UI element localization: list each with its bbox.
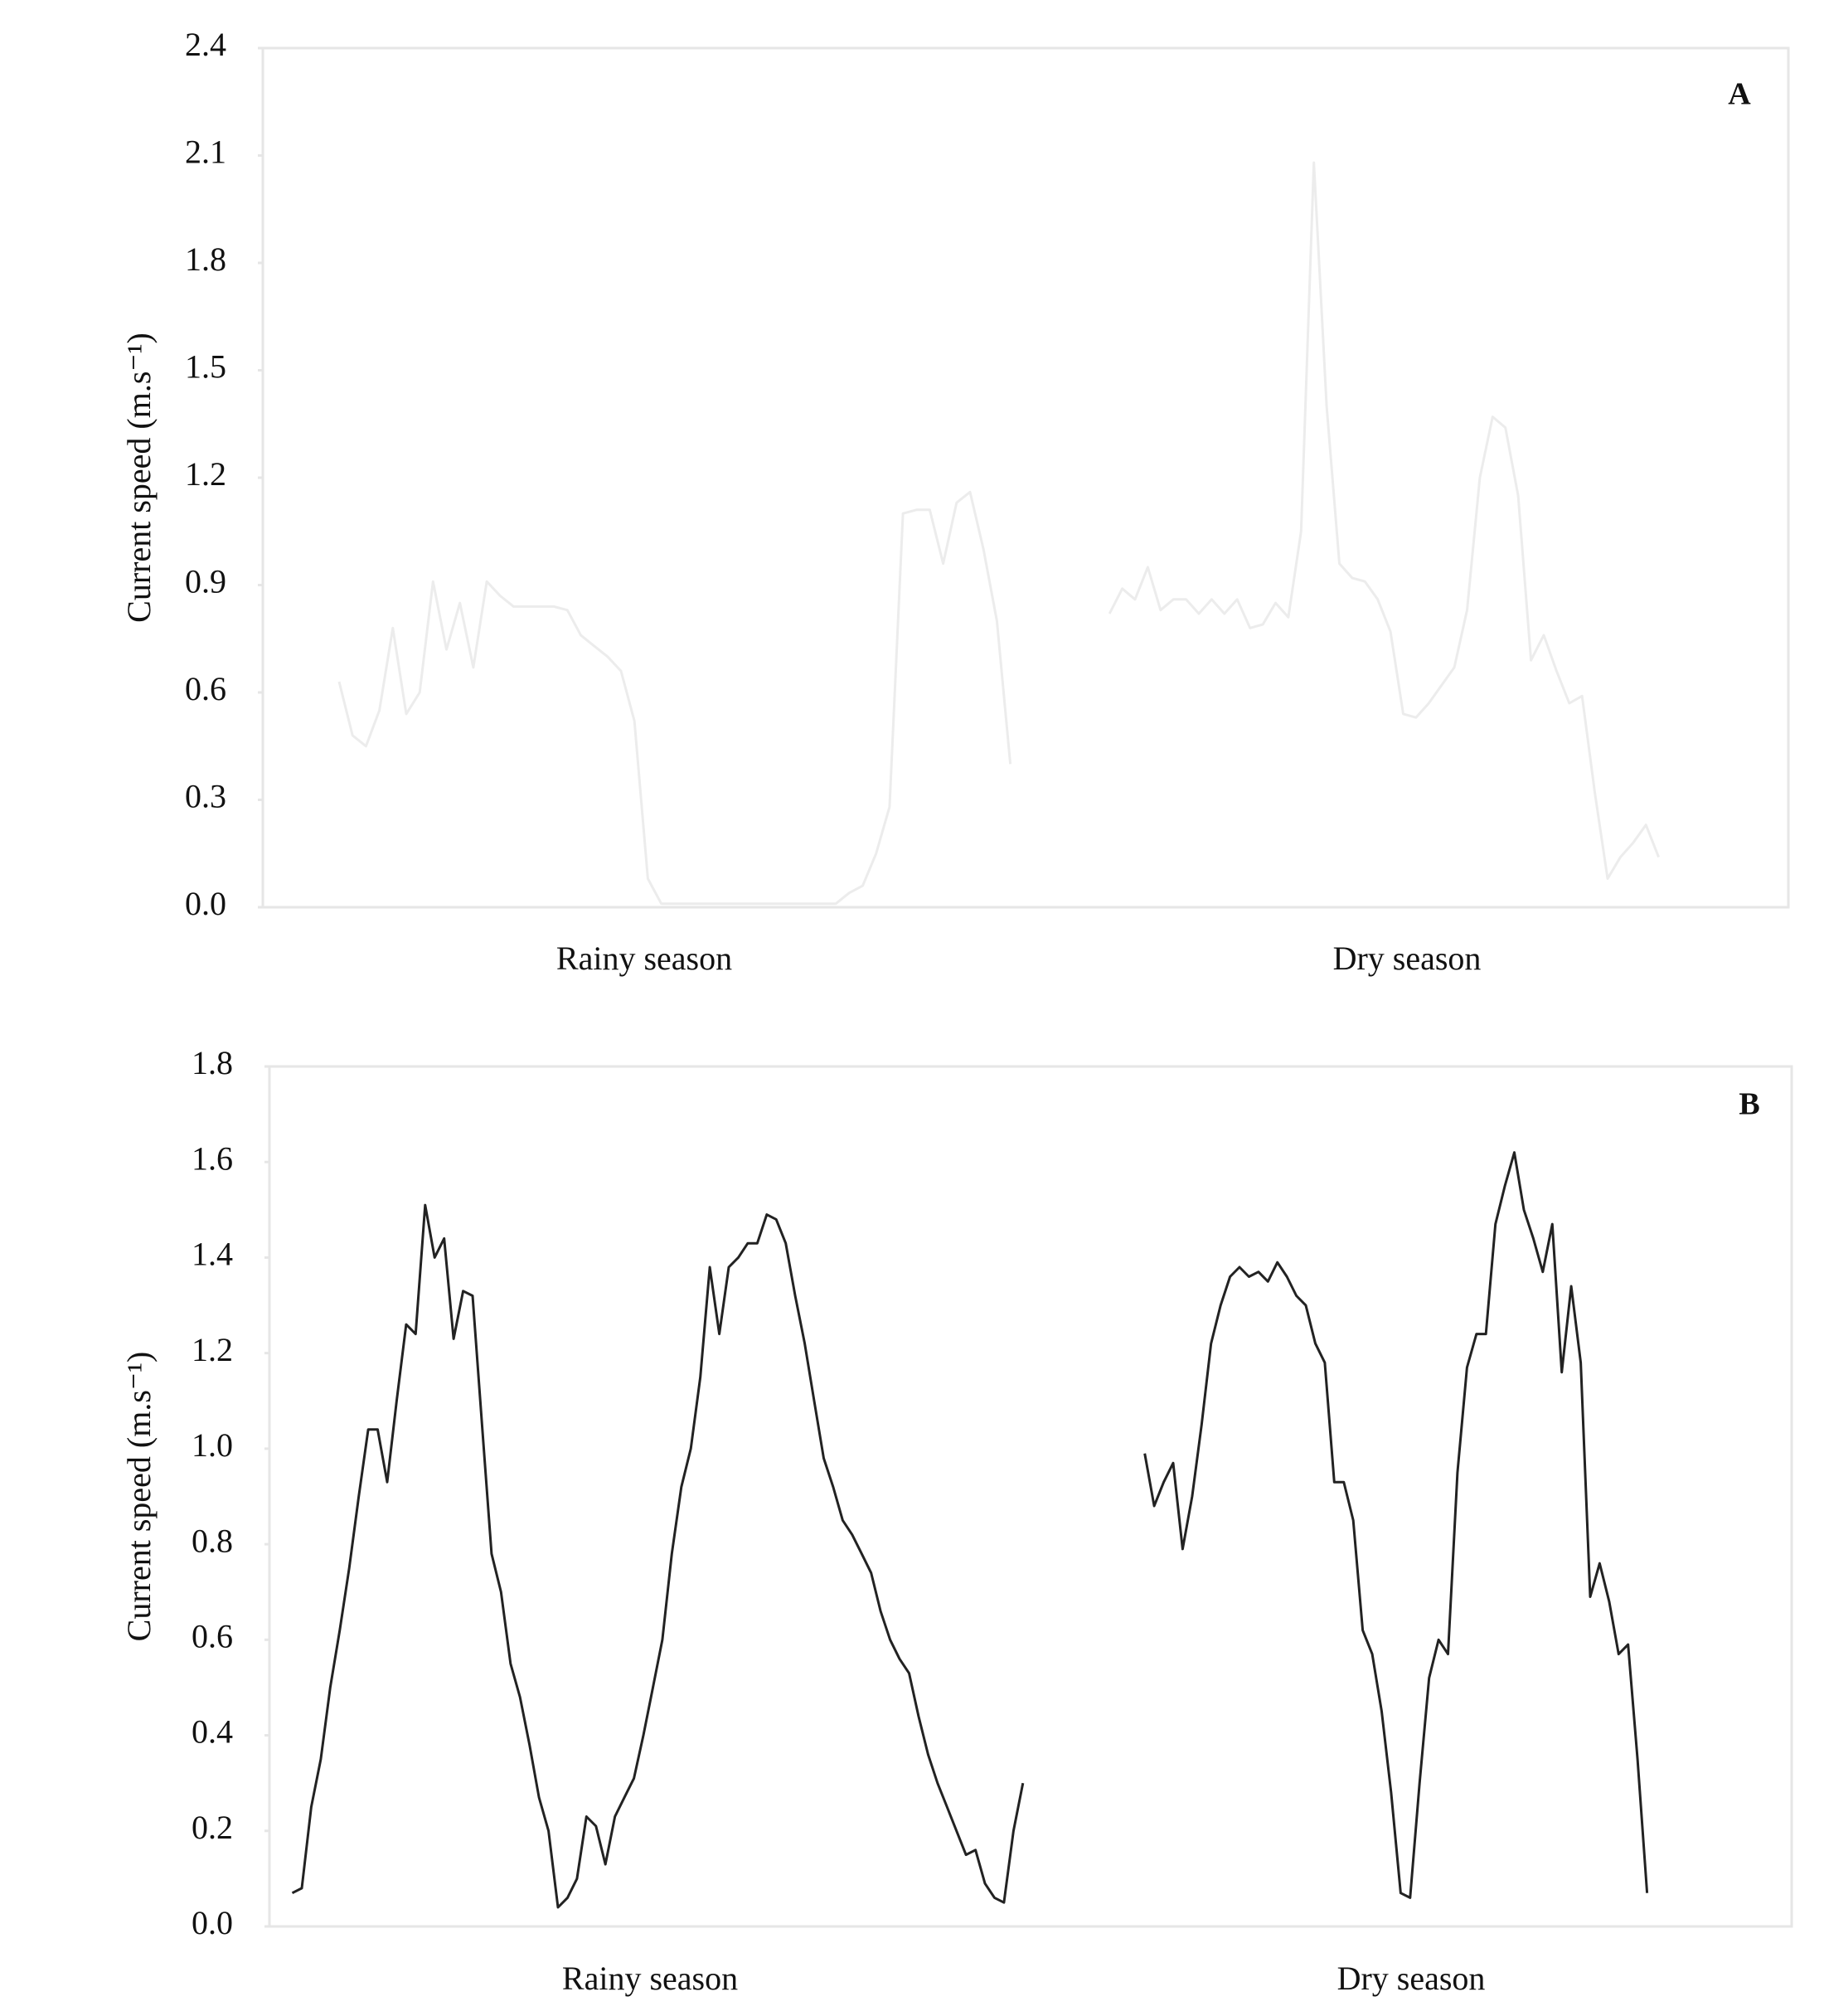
y-tick-label: 2.1 xyxy=(185,134,226,171)
x-category-label: Dry season xyxy=(1337,1960,1486,1997)
y-tick-label: 1.6 xyxy=(192,1139,233,1177)
y-tick-label: 0.4 xyxy=(192,1713,233,1751)
y-tick-label: 0.9 xyxy=(185,563,226,600)
y-tick-label: 1.8 xyxy=(192,1044,233,1081)
x-category-label: Dry season xyxy=(1333,940,1482,977)
plot-frame xyxy=(261,46,1790,909)
line-series xyxy=(1108,161,1660,880)
y-tick-label: 1.2 xyxy=(192,1331,233,1368)
y-tick-label: 1.5 xyxy=(185,348,226,386)
y-tick-label: 1.2 xyxy=(185,455,226,493)
y-tick-label: 1.4 xyxy=(192,1236,233,1273)
y-tick-label: 2.4 xyxy=(185,26,226,63)
panel-label: A xyxy=(1728,77,1751,112)
y-tick-label: 0.3 xyxy=(185,778,226,815)
y-axis-label: Current speed (m.s⁻¹) xyxy=(120,333,158,623)
panel-label: B xyxy=(1739,1087,1759,1122)
y-tick-label: 0.6 xyxy=(192,1618,233,1655)
line-series xyxy=(1143,1151,1649,1899)
y-tick-label: 0.6 xyxy=(185,670,226,707)
y-tick-label: 1.0 xyxy=(192,1426,233,1464)
y-tick-label: 0.8 xyxy=(192,1522,233,1559)
x-category-label: Rainy season xyxy=(562,1960,738,1997)
y-tick-label: 1.8 xyxy=(185,240,226,278)
y-tick-label: 0.0 xyxy=(192,1904,233,1941)
y-axis-label: Current speed (m.s⁻¹) xyxy=(120,1352,158,1642)
y-tick-label: 0.2 xyxy=(192,1809,233,1846)
y-tick-label: 0.0 xyxy=(185,885,226,922)
plot-frame xyxy=(268,1065,1793,1928)
line-series xyxy=(337,490,1012,906)
line-series xyxy=(291,1203,1025,1909)
x-category-label: Rainy season xyxy=(556,940,732,977)
